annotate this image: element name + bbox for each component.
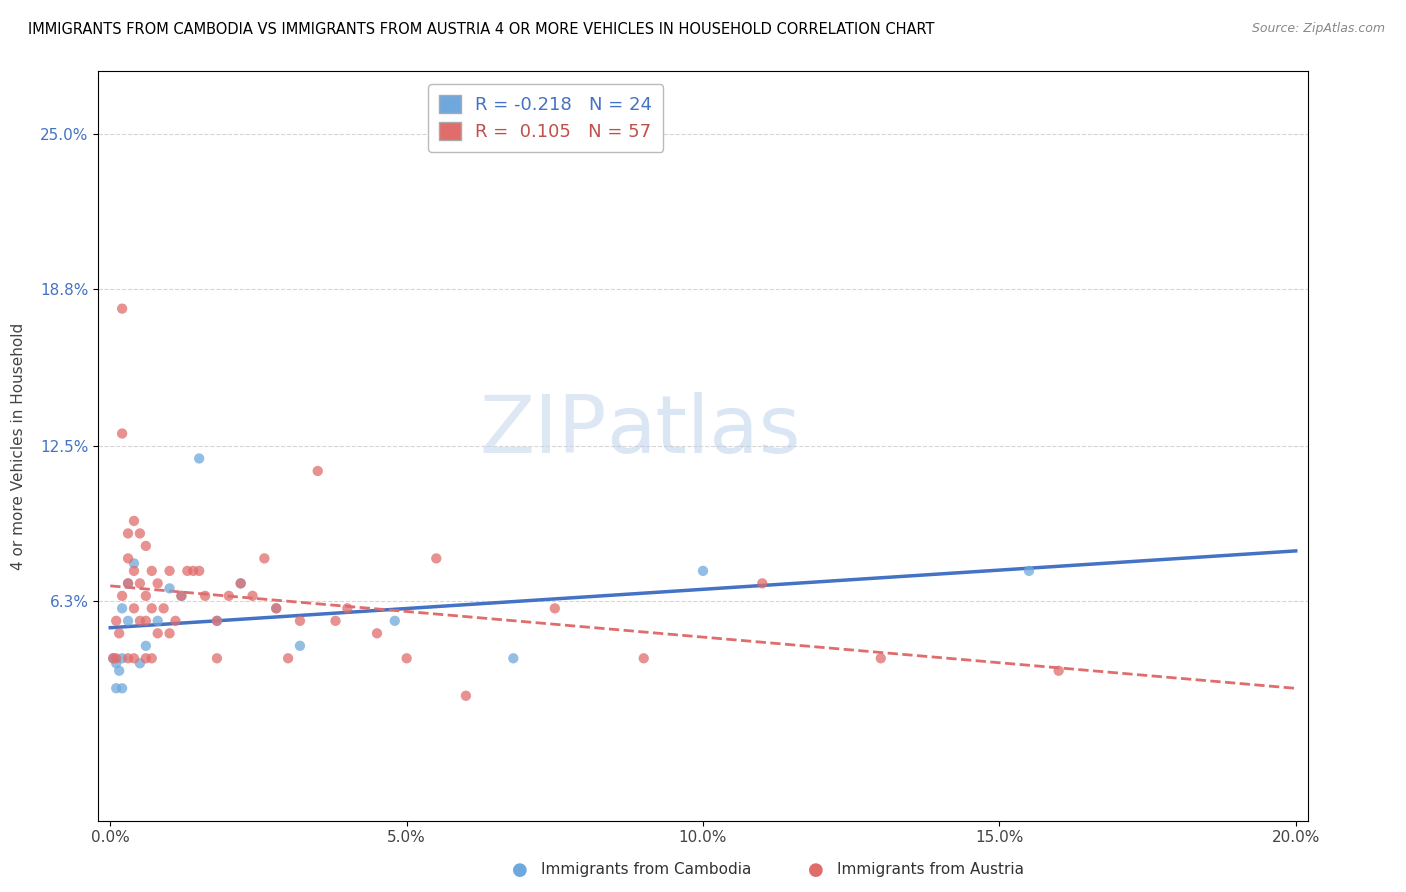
Point: [1047, 664, 1070, 678]
Point: [277, 651, 299, 665]
Point: [692, 564, 714, 578]
Point: [135, 614, 157, 628]
Point: [111, 651, 134, 665]
Point: [135, 539, 157, 553]
Point: [205, 614, 228, 628]
Text: Source: ZipAtlas.com: Source: ZipAtlas.com: [1251, 22, 1385, 36]
Point: [205, 614, 228, 628]
Point: [395, 651, 418, 665]
Text: Immigrants from Austria: Immigrants from Austria: [837, 863, 1024, 877]
Text: Immigrants from Cambodia: Immigrants from Cambodia: [541, 863, 752, 877]
Point: [146, 576, 169, 591]
Point: [105, 657, 128, 671]
Point: [152, 601, 174, 615]
Text: ●: ●: [807, 861, 824, 879]
Point: [229, 576, 252, 591]
Point: [176, 564, 198, 578]
Text: ●: ●: [512, 861, 529, 879]
Point: [288, 639, 311, 653]
Point: [325, 614, 347, 628]
Point: [111, 589, 134, 603]
Point: [117, 551, 139, 566]
Point: [454, 689, 477, 703]
Point: [307, 464, 329, 478]
Point: [218, 589, 240, 603]
Point: [141, 601, 163, 615]
Point: [159, 626, 181, 640]
Point: [242, 589, 264, 603]
Point: [633, 651, 655, 665]
Point: [129, 526, 152, 541]
Point: [425, 551, 447, 566]
Point: [502, 651, 524, 665]
Point: [170, 589, 193, 603]
Point: [122, 514, 145, 528]
Point: [117, 576, 139, 591]
Point: [135, 589, 157, 603]
Point: [129, 657, 152, 671]
Point: [108, 626, 131, 640]
Point: [146, 626, 169, 640]
Point: [103, 651, 125, 665]
Point: [165, 614, 187, 628]
Point: [336, 601, 359, 615]
Point: [253, 551, 276, 566]
Point: [111, 681, 134, 696]
Point: [869, 651, 891, 665]
Point: [188, 451, 211, 466]
Point: [129, 614, 152, 628]
Point: [122, 601, 145, 615]
Point: [117, 526, 139, 541]
Point: [141, 564, 163, 578]
Point: [122, 651, 145, 665]
Point: [159, 564, 181, 578]
Point: [105, 614, 128, 628]
Point: [122, 564, 145, 578]
Point: [229, 576, 252, 591]
Point: [117, 614, 139, 628]
Point: [122, 557, 145, 571]
Point: [135, 639, 157, 653]
Point: [103, 651, 125, 665]
Point: [117, 651, 139, 665]
Point: [181, 564, 204, 578]
Point: [129, 576, 152, 591]
Point: [544, 601, 567, 615]
Point: [264, 601, 287, 615]
Point: [1018, 564, 1040, 578]
Point: [108, 664, 131, 678]
Point: [141, 651, 163, 665]
Point: [111, 426, 134, 441]
Point: [170, 589, 193, 603]
Point: [135, 651, 157, 665]
Y-axis label: 4 or more Vehicles in Household: 4 or more Vehicles in Household: [11, 322, 27, 570]
Point: [111, 601, 134, 615]
Point: [105, 681, 128, 696]
Point: [105, 651, 128, 665]
Point: [205, 651, 228, 665]
Point: [384, 614, 406, 628]
Point: [366, 626, 388, 640]
Legend: R = -0.218   N = 24, R =  0.105   N = 57: R = -0.218 N = 24, R = 0.105 N = 57: [429, 84, 664, 152]
Point: [117, 576, 139, 591]
Point: [751, 576, 773, 591]
Point: [194, 589, 217, 603]
Point: [146, 614, 169, 628]
Text: IMMIGRANTS FROM CAMBODIA VS IMMIGRANTS FROM AUSTRIA 4 OR MORE VEHICLES IN HOUSEH: IMMIGRANTS FROM CAMBODIA VS IMMIGRANTS F…: [28, 22, 935, 37]
Point: [159, 582, 181, 596]
Point: [288, 614, 311, 628]
Text: ZIP: ZIP: [479, 392, 606, 470]
Point: [264, 601, 287, 615]
Text: atlas: atlas: [606, 392, 800, 470]
Point: [111, 301, 134, 316]
Point: [188, 564, 211, 578]
